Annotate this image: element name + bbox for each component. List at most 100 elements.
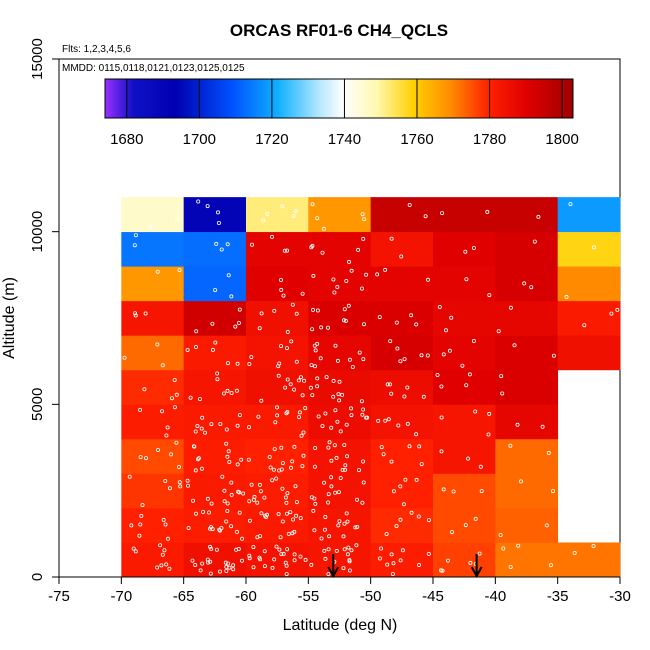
sample-point	[213, 340, 218, 345]
sample-point	[572, 551, 577, 556]
sample-point	[343, 467, 348, 472]
heatmap-cell	[557, 197, 621, 233]
dates-note: MMDD: 0115,0118,0121,0123,0125,0125	[62, 63, 245, 74]
sample-point	[398, 359, 403, 364]
sample-point	[265, 211, 270, 216]
sample-point	[466, 456, 471, 461]
sample-point	[361, 322, 366, 327]
sample-point	[237, 307, 242, 312]
sample-point	[340, 467, 345, 472]
heatmap-cell	[495, 231, 559, 267]
x-tick-label: -70	[110, 588, 132, 605]
sample-point	[414, 322, 419, 327]
sample-point	[389, 391, 394, 396]
sample-point	[336, 392, 341, 397]
sample-point	[137, 533, 142, 538]
sample-point	[231, 563, 236, 568]
sample-points	[122, 199, 620, 577]
sample-point	[615, 307, 620, 312]
sample-point	[336, 490, 341, 495]
sample-point	[280, 204, 285, 209]
sample-point	[262, 549, 267, 554]
sample-point	[127, 474, 132, 479]
sample-point	[354, 543, 359, 548]
arrow-head	[327, 566, 340, 579]
sample-point	[210, 321, 215, 326]
sample-point	[144, 456, 149, 461]
sample-point	[249, 355, 254, 360]
sample-point	[162, 548, 167, 553]
sample-point	[348, 406, 353, 411]
sample-point	[247, 518, 252, 523]
sample-point	[473, 409, 478, 414]
sample-point	[416, 514, 421, 519]
sample-point	[284, 511, 289, 516]
heatmap-cell	[557, 266, 621, 302]
sample-point	[316, 414, 321, 419]
sample-point	[322, 480, 327, 485]
sample-point	[251, 565, 256, 570]
sample-point	[280, 486, 285, 491]
sample-point	[247, 361, 252, 366]
heatmap-cell	[495, 197, 559, 233]
sample-point	[419, 353, 424, 358]
sample-point	[463, 249, 468, 254]
sample-point	[284, 346, 289, 351]
sample-point	[341, 318, 346, 323]
sample-point	[300, 291, 305, 296]
sample-point	[161, 517, 166, 522]
sample-point	[229, 524, 234, 529]
sample-point	[294, 513, 299, 518]
sample-point	[512, 343, 517, 348]
sample-point	[279, 445, 284, 450]
sample-point	[355, 525, 360, 530]
sample-point	[224, 441, 229, 446]
sample-point	[326, 445, 331, 450]
heatmap-cell	[495, 266, 559, 302]
sample-point	[441, 352, 446, 357]
sample-point	[247, 499, 252, 504]
heatmap-cell	[495, 507, 559, 543]
sample-point	[323, 411, 328, 416]
sample-point	[548, 563, 553, 568]
sample-point	[259, 398, 264, 403]
sample-point	[164, 562, 169, 567]
sample-point	[361, 236, 366, 241]
sample-point	[214, 547, 219, 552]
heatmap-cell	[433, 404, 496, 440]
sample-point	[467, 372, 472, 377]
sample-point	[315, 341, 320, 346]
sample-point	[190, 558, 195, 563]
sample-point	[375, 272, 380, 277]
sample-point	[196, 199, 201, 204]
sample-point	[132, 311, 137, 316]
sample-point	[323, 556, 328, 561]
sample-point	[350, 364, 355, 369]
heatmap-cell	[183, 231, 247, 267]
sample-point	[292, 444, 297, 449]
sample-point	[544, 523, 549, 528]
heatmap-cell	[308, 438, 372, 474]
sample-point	[249, 242, 254, 247]
sample-point	[142, 387, 147, 392]
sample-point	[283, 495, 288, 500]
sample-point	[300, 464, 305, 469]
sample-point	[326, 492, 331, 497]
sample-point	[361, 407, 366, 412]
heatmap-cell	[557, 300, 621, 336]
sample-point	[361, 357, 366, 362]
heatmap-cell	[433, 197, 496, 233]
sample-point	[236, 547, 241, 552]
sample-point	[327, 440, 332, 445]
sample-point	[138, 407, 143, 412]
sample-point	[335, 358, 340, 363]
sample-point	[285, 377, 290, 382]
sample-point	[499, 374, 504, 379]
sample-point	[354, 497, 359, 502]
sample-point	[209, 422, 214, 427]
sample-point	[210, 347, 215, 352]
sample-point	[426, 551, 431, 556]
sample-point	[252, 494, 257, 499]
sample-point	[262, 513, 267, 518]
sample-point	[276, 512, 281, 517]
